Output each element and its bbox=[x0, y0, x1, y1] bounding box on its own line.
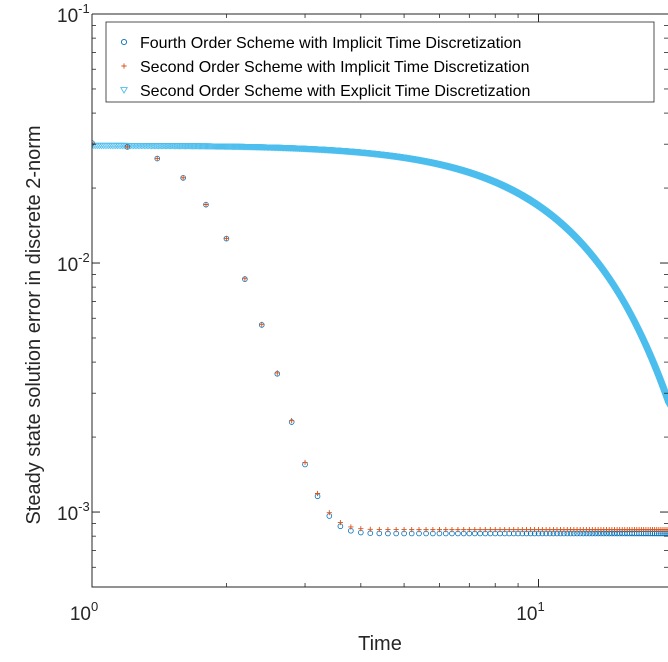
data-point bbox=[482, 527, 488, 533]
data-point bbox=[348, 524, 354, 530]
series-group bbox=[92, 140, 668, 537]
data-point bbox=[666, 530, 668, 537]
data-point bbox=[367, 526, 373, 532]
plot-area bbox=[92, 140, 668, 537]
legend-marker bbox=[121, 63, 127, 69]
data-point bbox=[124, 144, 130, 150]
data-point bbox=[92, 140, 95, 146]
data-point bbox=[393, 527, 399, 533]
data-point bbox=[154, 155, 160, 162]
data-point bbox=[196, 143, 205, 150]
data-point bbox=[223, 235, 230, 241]
data-point bbox=[203, 201, 209, 208]
legend: Fourth Order Scheme with Implicit Time D… bbox=[105, 21, 655, 103]
legend-entry: Second Order Scheme with Explicit Time D… bbox=[140, 83, 530, 100]
legend-entry: Fourth Order Scheme with Implicit Time D… bbox=[140, 35, 521, 52]
data-point bbox=[461, 527, 467, 533]
data-point bbox=[497, 527, 503, 533]
data-point bbox=[511, 527, 517, 533]
data-point bbox=[492, 527, 498, 533]
data-point bbox=[376, 526, 382, 533]
data-point bbox=[274, 370, 280, 376]
y-axis-label: Steady state solution error in discrete … bbox=[23, 125, 45, 524]
data-point bbox=[502, 527, 508, 533]
data-point bbox=[242, 276, 248, 282]
data-point bbox=[401, 527, 407, 533]
data-point bbox=[289, 418, 295, 424]
data-point bbox=[416, 527, 422, 533]
x-axis-label: Time bbox=[358, 633, 402, 655]
data-point bbox=[455, 527, 461, 533]
data-point bbox=[259, 321, 265, 327]
data-point bbox=[197, 143, 206, 150]
data-point bbox=[314, 490, 321, 497]
legend-entry: Second Order Scheme with Implicit Time D… bbox=[140, 59, 529, 76]
data-point bbox=[409, 527, 415, 533]
series-1 bbox=[92, 140, 668, 537]
data-point bbox=[430, 527, 436, 533]
data-point bbox=[385, 526, 391, 533]
data-point bbox=[506, 527, 512, 533]
data-point bbox=[337, 519, 343, 526]
x-tick-label: 100 bbox=[70, 599, 98, 625]
data-point bbox=[436, 527, 443, 533]
x-tick-label: 101 bbox=[516, 599, 544, 625]
legend-marker bbox=[120, 87, 128, 94]
data-point bbox=[443, 527, 449, 533]
y-tick-label: 10-2 bbox=[57, 250, 90, 276]
axes: 100 101 10-3 10-2 10-1 bbox=[57, 1, 668, 625]
series-2 bbox=[92, 140, 668, 533]
data-point bbox=[302, 459, 308, 466]
data-point bbox=[358, 526, 364, 532]
y-tick-label: 10-1 bbox=[57, 1, 90, 27]
y-tick-label: 10-3 bbox=[57, 499, 90, 525]
data-point bbox=[195, 143, 204, 150]
data-point bbox=[449, 527, 455, 533]
data-point bbox=[477, 527, 483, 533]
data-point bbox=[180, 175, 186, 181]
data-point bbox=[466, 527, 472, 533]
legend-box bbox=[105, 21, 655, 103]
data-point bbox=[666, 529, 668, 531]
data-point bbox=[472, 527, 478, 533]
data-point bbox=[665, 402, 668, 408]
series-3 bbox=[92, 142, 668, 408]
data-point bbox=[326, 510, 332, 516]
data-point bbox=[487, 527, 493, 533]
data-point bbox=[92, 142, 96, 150]
legend-marker bbox=[120, 38, 128, 46]
data-point bbox=[423, 527, 429, 533]
